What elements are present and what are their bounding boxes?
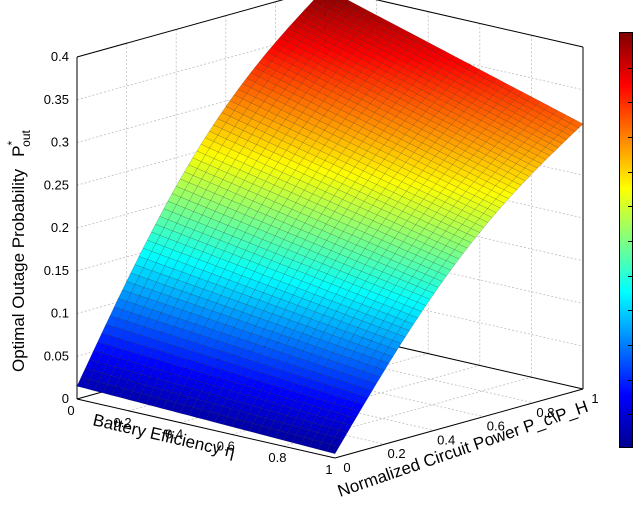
grid-line: [283, 376, 532, 447]
colorbar-tick: [628, 171, 632, 173]
colorbar-tick: [628, 102, 632, 104]
y-tick-label: 0.4: [437, 432, 455, 447]
z-axis-label-symbol: P: [9, 146, 28, 157]
colorbar: [619, 32, 633, 448]
colorbar-tick: [628, 379, 632, 381]
axis-edge: [76, 398, 336, 459]
y-tick-label: 0.8: [536, 405, 554, 420]
colorbar-tick: [628, 414, 632, 416]
y-tick-label: 0: [343, 460, 350, 475]
z-tick-label: 0.15: [44, 263, 69, 278]
x-tick-label: 0: [67, 403, 74, 418]
z-tick-label: 0.3: [51, 135, 69, 150]
z-tick-label: 0.4: [51, 49, 69, 64]
y-tick-label: 0.2: [388, 446, 406, 461]
z-axis-label-main: Optimal Outage Probability: [9, 168, 28, 372]
y-tick-label: 1: [591, 391, 598, 406]
x-tick-label: 0.2: [114, 415, 132, 430]
z-tick-label: 0.35: [44, 92, 69, 107]
y-tick-label: 0.6: [487, 419, 505, 434]
y-axis-label: Normalized Circuit Power P_c\P_H: [335, 397, 590, 501]
grid-line: [76, 73, 326, 143]
x-tick-label: 0.6: [217, 438, 235, 453]
z-axis-label: Optimal Outage Probability P*out: [5, 129, 33, 372]
z-axis-label-sub: out: [19, 129, 33, 146]
x-tick-label: 0.8: [268, 450, 286, 465]
x-tick-label: 1: [325, 462, 332, 477]
colorbar-tick: [628, 137, 632, 138]
colorbar-tick: [628, 67, 632, 69]
axis-edge: [76, 0, 284, 58]
z-tick-label: 0: [62, 391, 69, 406]
colorbar-tick: [628, 206, 632, 208]
axis-edge: [334, 388, 584, 459]
tick-labels: 0 0.05 0.1 0.15 0.2 0.25 0.3 0.35 0.4 0 0.2 0.4 0.6 0…: [44, 49, 599, 477]
z-tick-label: 0.1: [51, 306, 69, 321]
x-tick-label: 0.4: [165, 427, 183, 442]
colorbar-tick: [628, 345, 632, 346]
colorbar-tick: [628, 241, 632, 242]
z-axis-label-sup: *: [5, 141, 19, 146]
z-tick-label: 0.05: [44, 348, 69, 363]
surface-mesh: [76, 0, 584, 454]
surface-cell: [326, 444, 340, 454]
z-tick-label: 0.25: [44, 177, 69, 192]
grid-line: [76, 30, 326, 101]
axis-edge: [375, 0, 584, 48]
colorbar-tick: [628, 310, 632, 312]
z-tick-label: 0.2: [51, 220, 69, 235]
colorbar-tick: [628, 275, 632, 277]
